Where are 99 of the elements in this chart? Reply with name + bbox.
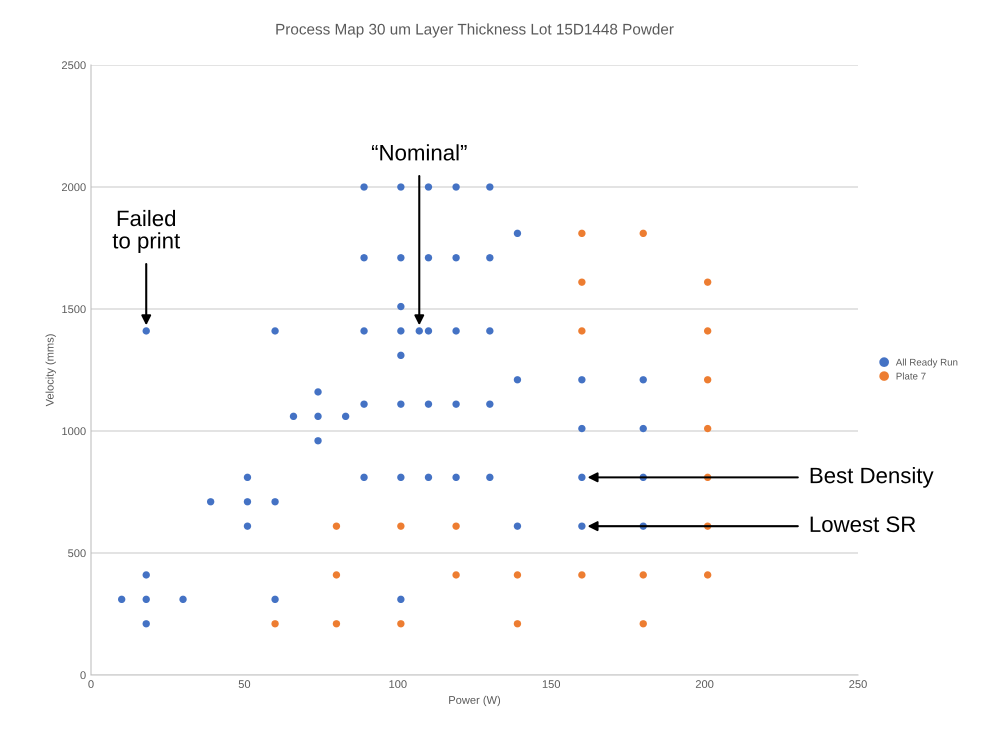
point (578, 424, 586, 432)
point (142, 596, 150, 604)
x-tick-label: 50 (238, 680, 250, 688)
point (397, 522, 405, 530)
point (486, 474, 494, 482)
point (397, 352, 405, 360)
point (332, 522, 340, 530)
point (640, 620, 647, 628)
point (424, 254, 432, 262)
y-tick-label: 1500 (62, 305, 86, 314)
legend-label: All Ready Run (896, 358, 958, 368)
point (271, 498, 279, 506)
point (452, 183, 460, 191)
point (397, 620, 405, 628)
point (578, 278, 586, 286)
point (640, 230, 647, 238)
point (244, 498, 252, 506)
point (290, 412, 298, 420)
point (314, 388, 322, 396)
point (452, 327, 460, 335)
point (397, 400, 405, 408)
point (486, 183, 494, 191)
point (142, 620, 150, 628)
point (486, 327, 494, 335)
point (452, 474, 460, 482)
point (452, 571, 460, 579)
point (332, 620, 340, 628)
point (424, 400, 432, 408)
point (704, 424, 712, 432)
point (704, 327, 712, 335)
point (360, 254, 368, 262)
point (578, 474, 586, 482)
point (452, 254, 460, 262)
x-tick-label: 150 (542, 680, 560, 688)
point (142, 327, 150, 335)
point (271, 596, 279, 604)
point (486, 400, 494, 408)
point (397, 302, 405, 310)
point (704, 278, 712, 286)
point (578, 571, 586, 579)
point (342, 412, 350, 420)
point (514, 230, 522, 238)
y-tick-label: 2000 (62, 183, 86, 192)
point (640, 571, 647, 579)
point (271, 327, 279, 335)
y-tick-label: 500 (68, 549, 86, 558)
annotation: Best Density (810, 467, 934, 488)
annotation: Failed to print (112, 210, 180, 253)
point (397, 596, 405, 604)
point (314, 437, 322, 444)
point (179, 596, 187, 604)
y-tick-label: 2500 (62, 61, 86, 70)
point (397, 327, 405, 335)
point (514, 522, 522, 530)
point (314, 412, 322, 420)
chart-title: Process Map 30 um Layer Thickness Lot 15D1448 Powder (276, 23, 674, 38)
point (397, 474, 405, 482)
point (486, 254, 494, 262)
y-tick-label: 0 (80, 671, 86, 680)
annotation: “Nominal” (372, 144, 467, 161)
point (640, 376, 647, 384)
point (416, 327, 423, 335)
point (704, 376, 712, 384)
x-axis-title: Power (W) (449, 696, 500, 706)
point (578, 230, 586, 238)
point (578, 327, 586, 335)
annotation: Lowest SR (810, 516, 916, 532)
x-tick-label: 100 (389, 680, 407, 688)
point (360, 400, 368, 408)
point (244, 522, 252, 530)
point (424, 327, 432, 335)
point (397, 183, 405, 191)
point (360, 183, 368, 191)
point (244, 474, 252, 482)
legend-label: Plate 7 (896, 372, 926, 380)
point (142, 571, 150, 579)
point (332, 571, 340, 579)
y-axis-title: Velocity (mms) (46, 334, 56, 406)
point (640, 424, 647, 432)
point (452, 400, 460, 408)
point (360, 474, 368, 482)
point (271, 620, 279, 628)
point (206, 498, 214, 506)
point (578, 376, 586, 384)
point (424, 183, 432, 191)
x-tick-label: 250 (849, 680, 867, 688)
point (704, 571, 712, 579)
point (514, 620, 522, 628)
point (578, 522, 586, 530)
point (118, 596, 126, 604)
x-tick-label: 0 (88, 680, 94, 688)
point (397, 254, 405, 262)
x-tick-label: 200 (696, 680, 714, 688)
point (514, 376, 522, 384)
point (360, 327, 368, 335)
point (452, 522, 460, 530)
point (514, 571, 522, 579)
y-tick-label: 1000 (62, 427, 86, 436)
point (424, 474, 432, 482)
